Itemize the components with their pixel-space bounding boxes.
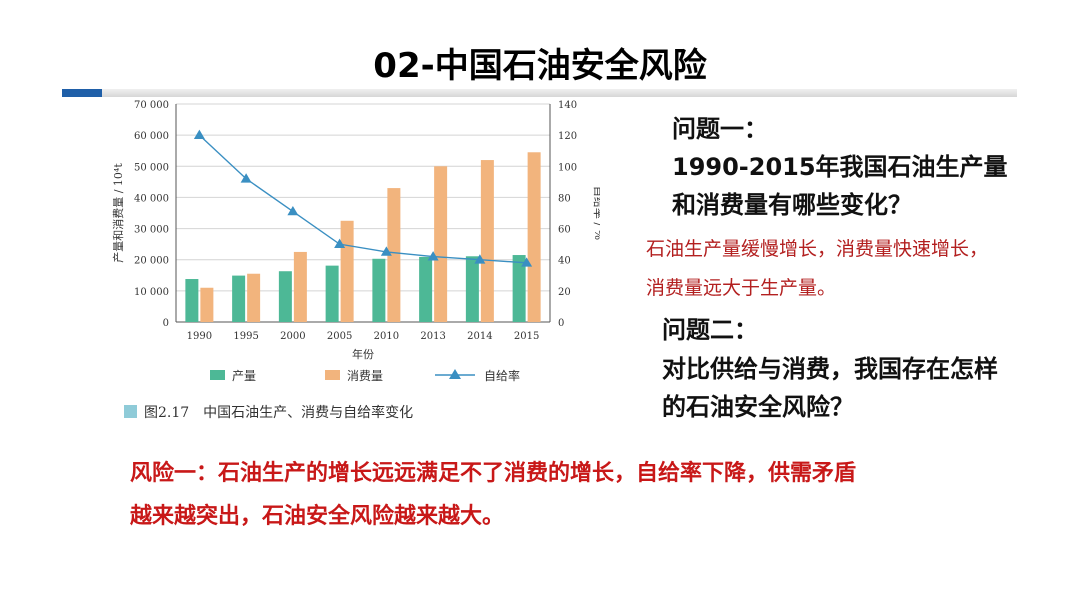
legend-swatch-production [210,370,225,380]
point-self-sufficiency [380,246,392,256]
x-tick-label: 2015 [514,331,539,342]
bar-consumption [247,273,261,322]
y-tick-left: 30 000 [134,225,169,236]
x-tick-label: 2013 [420,331,445,342]
figure-caption: 图2.17 中国石油生产、消费与自给率变化 [144,405,414,421]
bar-production [372,258,386,322]
y-tick-right: 20 [558,287,571,298]
question2-text-line1: 对比供给与消费，我国存在怎样 [662,355,998,383]
x-tick-label: 2014 [467,331,492,342]
y-tick-right: 100 [558,162,577,173]
y-tick-left: 40 000 [134,193,169,204]
bar-consumption [340,220,354,322]
legend-swatch-consumption [325,370,340,380]
y-tick-right: 80 [558,193,571,204]
bar-production [232,275,246,322]
legend-marker-self-sufficiency [449,369,461,379]
y-tick-left: 10 000 [134,287,169,298]
bar-consumption [527,152,541,322]
bar-consumption [480,160,494,322]
x-axis-label: 年份 [352,347,374,361]
y-tick-left: 50 000 [134,162,169,173]
y-axis-label-right: 自给率 / % [592,186,600,240]
bar-production [512,255,526,322]
bar-consumption [293,251,307,322]
y-tick-left: 0 [163,318,169,329]
bar-production [278,271,292,322]
bar-production [325,265,339,322]
question1-text-line2: 和消费量有哪些变化？ [672,191,912,219]
point-self-sufficiency [427,251,439,261]
x-tick-label: 2000 [280,331,305,342]
line-self-sufficiency [198,134,527,264]
bar-consumption [200,287,214,322]
y-axis-label-left: 产量和消费量 / 10⁴t [111,163,125,263]
bar-production [465,256,479,322]
point-self-sufficiency [193,129,205,139]
x-tick-label: 2010 [374,331,399,342]
page-title: 02-中国石油安全风险 [373,46,707,86]
y-tick-right: 40 [558,256,571,267]
question2-text-line2: 的石油安全风险？ [662,393,854,421]
legend-label-production: 产量 [232,369,256,383]
point-self-sufficiency [240,173,252,183]
question1-text-line1: 1990-2015年我国石油生产量 [672,153,1008,181]
y-tick-right: 0 [558,318,564,329]
legend-label-self-sufficiency: 自给率 [484,368,520,383]
caption-marker [124,405,137,418]
bar-production [419,256,433,322]
point-self-sufficiency [334,238,346,248]
oil-chart: 0 10 000 20 000 30 000 40 000 50 000 60 000 70 … [111,100,600,383]
risk-line2: 越来越突出，石油安全风险越来越大。 [130,504,505,529]
x-tick-label: 1995 [233,331,258,342]
y-tick-right: 120 [558,131,577,142]
bar-consumption [387,188,401,322]
title-divider [102,89,1017,97]
question2-label: 问题二： [662,316,758,344]
title-accent-bar [62,89,102,97]
point-self-sufficiency [521,257,533,267]
y-tick-right: 60 [558,225,571,236]
legend-label-consumption: 消费量 [347,369,383,383]
point-self-sufficiency [474,254,486,264]
x-tick-label: 2005 [327,331,352,342]
answer1-line2: 消费量远大于生产量。 [646,277,837,299]
question1-label: 问题一： [672,115,768,143]
point-self-sufficiency [287,205,299,216]
y-tick-left: 60 000 [134,131,169,142]
risk-line1: 风险一：石油生产的增长远远满足不了消费的增长，自给率下降，供需矛盾 [130,461,857,486]
y-tick-right: 140 [558,100,577,111]
x-tick-label: 1990 [187,331,212,342]
bar-production [185,279,199,322]
answer1-line1: 石油生产量缓慢增长，消费量快速增长， [646,238,989,260]
y-tick-left: 20 000 [134,256,169,267]
y-tick-left: 70 000 [134,100,169,111]
bar-consumption [434,166,448,322]
risk-statement: 风险一：石油生产的增长远远满足不了消费的增长，自给率下降，供需矛盾 越来越突出，… [130,452,1060,538]
